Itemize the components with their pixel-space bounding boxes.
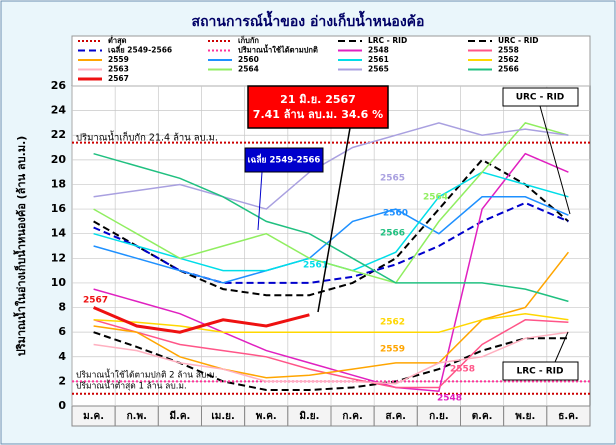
series-line <box>93 122 569 210</box>
x-tick-label: พ.ค. <box>256 411 277 422</box>
legend-label: URC - RID <box>498 36 539 45</box>
legend-label: 2567 <box>108 74 129 83</box>
urc-box-text: URC - RID <box>516 93 565 103</box>
callout-box <box>247 85 389 129</box>
lrc-box-text: LRC - RID <box>516 367 563 377</box>
x-category-cell <box>546 405 591 427</box>
x-tick-label: ต.ค. <box>472 411 493 422</box>
y-tick-label: 12 <box>51 251 66 264</box>
x-tick-label: ก.พ. <box>127 411 147 422</box>
legend-label: 2562 <box>498 55 519 64</box>
x-tick-label: ก.ย. <box>429 411 449 422</box>
series-line <box>93 319 569 389</box>
series-line <box>93 306 310 334</box>
series-label: 2565 <box>380 174 405 184</box>
series-label: 2567 <box>83 296 108 306</box>
y-tick-label: 10 <box>51 276 67 289</box>
legend-label: 2566 <box>498 65 519 74</box>
series-label: 2560 <box>383 209 408 219</box>
lrc-box <box>502 361 579 381</box>
x-tick-label: มี.ค. <box>169 410 190 422</box>
legend-label: เฉลี่ย 2549-2566 <box>108 44 172 55</box>
legend-label: 2565 <box>368 65 389 74</box>
series-line <box>93 201 569 284</box>
legend-label: LRC - RID <box>368 36 407 45</box>
y-tick-label: 2 <box>58 374 66 387</box>
y-tick-label: 24 <box>51 104 67 117</box>
y-tick-label: 22 <box>51 128 66 141</box>
legend-label: 2561 <box>368 55 389 64</box>
reference-label: ปริมาณน้ำต่ำสุด 1 ล้าน ลบ.ม. <box>76 380 187 392</box>
urc-box <box>502 87 579 107</box>
x-tick-label: ธ.ค. <box>558 411 578 422</box>
y-tick-label: 6 <box>58 325 66 338</box>
legend-label: ต่ำสุด <box>108 34 127 45</box>
chart-title: สถานการณ์น้ำของ อ่างเก็บน้ำหนองค้อ <box>192 10 425 30</box>
callout-text: 7.41 ล้าน ลบ.ม. 34.6 % <box>253 108 383 121</box>
y-tick-label: 8 <box>58 301 66 314</box>
x-tick-label: ก.ค. <box>342 411 362 422</box>
legend-label: 2560 <box>238 55 259 64</box>
legend-label: ปริมาณน้ำใช้ได้ตามปกติ <box>238 44 318 55</box>
series-line <box>93 331 569 385</box>
y-tick-label: 0 <box>58 399 66 412</box>
x-tick-label: ม.ค. <box>83 411 104 422</box>
legend-label: 2548 <box>368 46 389 55</box>
series-line <box>93 152 569 393</box>
y-tick-label: 16 <box>51 202 67 215</box>
x-tick-label: ส.ค. <box>386 411 406 422</box>
y-tick-label: 20 <box>51 153 67 166</box>
series-line <box>93 152 569 303</box>
avg-box <box>244 147 324 173</box>
x-tick-label: พ.ย. <box>515 411 535 422</box>
y-tick-label: 4 <box>58 350 66 363</box>
reference-label: ปริมาณน้ำใช้ได้ตามปกติ 2 ล้าน ลบ.ม. <box>76 369 217 381</box>
callout-text: 21 มิ.ย. 2567 <box>280 93 356 106</box>
y-tick-label: 26 <box>51 79 67 92</box>
callout-pointer <box>317 127 351 313</box>
series-label: 2562 <box>380 318 405 328</box>
series-label: 2559 <box>380 345 405 355</box>
series-label: 2548 <box>437 394 462 404</box>
series-line <box>93 312 569 333</box>
reference-label: ปริมาณน้ำเก็บกัก 21.4 ล้าน ลบ.ม. <box>76 131 218 144</box>
series-label: 2566 <box>380 229 405 239</box>
series-line <box>93 122 569 284</box>
x-tick-label: เม.ย. <box>211 411 234 422</box>
series-line <box>93 251 569 379</box>
series-label: 2558 <box>450 365 475 375</box>
y-tick-label: 14 <box>51 227 67 240</box>
avg-box-text: เฉลี่ย 2549-2566 <box>248 153 321 166</box>
x-tick-label: มิ.ย. <box>299 410 319 422</box>
y-tick-label: 18 <box>51 177 66 190</box>
y-axis-label: ปริมาณน้ำในอ่างเก็บน้ำหนองค้อ (ล้าน ลบ.ม… <box>13 136 28 357</box>
lrc-pointer <box>554 331 569 363</box>
legend-label: 2559 <box>108 55 129 64</box>
legend-label: เก็บกัก <box>238 35 259 45</box>
legend-label: 2563 <box>108 65 129 74</box>
avg-pointer <box>257 171 263 231</box>
series-label: 2564 <box>423 193 448 203</box>
series-label: 2561 <box>303 261 328 271</box>
urc-pointer <box>539 105 571 215</box>
legend-label: 2558 <box>498 46 519 55</box>
legend-label: 2564 <box>238 65 259 74</box>
